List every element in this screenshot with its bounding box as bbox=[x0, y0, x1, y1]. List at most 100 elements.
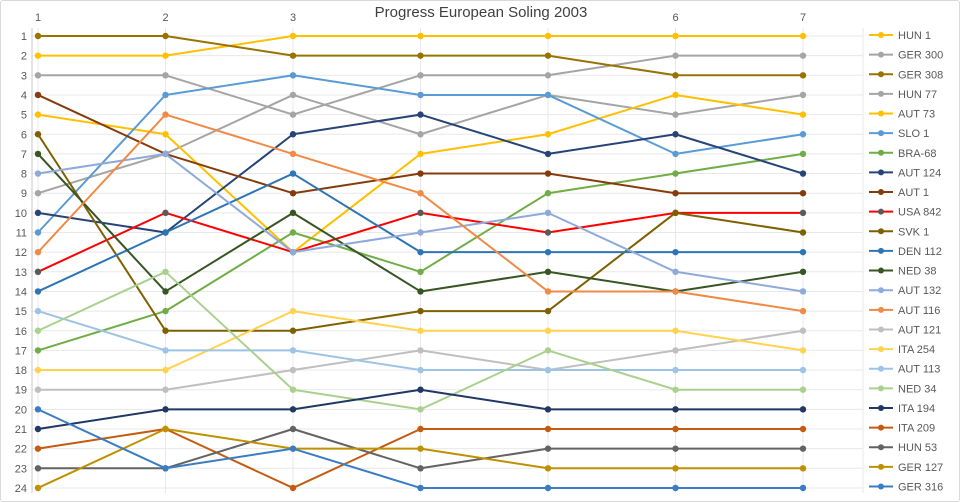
series-marker-hun-53 bbox=[544, 445, 552, 452]
legend-item-bra-68: BRA-68 bbox=[869, 148, 937, 160]
series-marker-hun-77 bbox=[34, 190, 42, 197]
legend-label: SLO 1 bbox=[898, 128, 929, 140]
legend-swatch-marker bbox=[878, 306, 884, 313]
series-marker-bra-68 bbox=[289, 229, 297, 236]
series-marker-aut-1 bbox=[799, 190, 807, 197]
series-marker-bra-68 bbox=[544, 190, 552, 197]
series-marker-aut-124 bbox=[417, 111, 424, 118]
series-marker-ned-34 bbox=[672, 386, 679, 393]
series-marker-ita-209 bbox=[799, 425, 807, 433]
series-marker-hun-77 bbox=[289, 91, 297, 99]
series-marker-hun-53 bbox=[417, 465, 424, 472]
series-marker-den-112 bbox=[34, 288, 42, 295]
series-marker-ita-194 bbox=[289, 406, 297, 413]
y-tick-label: 23 bbox=[15, 463, 27, 475]
series-marker-ned-34 bbox=[34, 327, 42, 334]
legend-swatch-marker bbox=[878, 71, 884, 78]
series-marker-ita-194 bbox=[34, 425, 42, 433]
legend-swatch-marker bbox=[878, 424, 884, 431]
series-marker-den-112 bbox=[162, 229, 169, 236]
legend-swatch-marker bbox=[878, 247, 884, 254]
series-marker-ita-254 bbox=[672, 327, 679, 334]
legend-label: ITA 254 bbox=[898, 344, 935, 356]
series-marker-aut-132 bbox=[672, 268, 679, 275]
series-marker-aut-124 bbox=[289, 131, 297, 138]
legend-swatch-marker bbox=[878, 365, 884, 372]
series-marker-aut-121 bbox=[289, 366, 297, 374]
series-marker-hun-1 bbox=[289, 32, 297, 40]
series-marker-svk-1 bbox=[672, 209, 679, 217]
legend-swatch-marker bbox=[878, 208, 884, 215]
series-marker-hun-1 bbox=[544, 32, 552, 40]
y-tick-label: 7 bbox=[21, 149, 27, 161]
series-marker-ita-194 bbox=[544, 406, 552, 413]
series-marker-hun-1 bbox=[417, 32, 424, 40]
series-marker-aut-121 bbox=[34, 386, 42, 393]
series-marker-usa-842 bbox=[162, 209, 169, 217]
series-marker-aut-116 bbox=[162, 111, 169, 118]
series-marker-den-112 bbox=[417, 248, 424, 256]
series-marker-ger-316 bbox=[34, 406, 42, 413]
y-tick-label: 5 bbox=[21, 110, 27, 122]
series-marker-aut-1 bbox=[672, 190, 679, 197]
legend-label: AUT 116 bbox=[898, 305, 940, 317]
series-marker-aut-124 bbox=[799, 170, 807, 177]
y-tick-label: 2 bbox=[21, 51, 27, 63]
legend-swatch-marker bbox=[878, 267, 884, 274]
legend-item-usa-842: USA 842 bbox=[869, 207, 941, 219]
legend-item-ita-194: ITA 194 bbox=[869, 403, 935, 415]
legend-swatch-marker bbox=[878, 130, 884, 137]
series-marker-ita-209 bbox=[34, 445, 42, 452]
series-marker-usa-842 bbox=[34, 268, 42, 275]
legend-item-ger-300: GER 300 bbox=[869, 50, 943, 62]
series-marker-aut-116 bbox=[34, 248, 42, 256]
legend-item-aut-73: AUT 73 bbox=[869, 109, 935, 121]
series-marker-hun-1 bbox=[34, 52, 42, 59]
series-marker-aut-124 bbox=[544, 150, 552, 158]
series-marker-ita-209 bbox=[417, 425, 424, 433]
series-marker-ger-308 bbox=[162, 32, 169, 40]
series-marker-ned-38 bbox=[544, 268, 552, 275]
x-tick-label: 3 bbox=[290, 12, 296, 24]
series-marker-aut-132 bbox=[544, 209, 552, 217]
legend-item-aut-124: AUT 124 bbox=[869, 167, 941, 179]
series-marker-ita-254 bbox=[544, 327, 552, 334]
legend-item-aut-132: AUT 132 bbox=[869, 285, 941, 297]
series-marker-den-112 bbox=[799, 248, 807, 256]
series-marker-ger-316 bbox=[289, 445, 297, 452]
series-marker-ita-209 bbox=[672, 425, 679, 433]
y-tick-label: 9 bbox=[21, 188, 27, 200]
x-tick-label: 6 bbox=[672, 12, 678, 24]
series-marker-ita-194 bbox=[672, 406, 679, 413]
y-tick-label: 6 bbox=[21, 129, 27, 141]
series-marker-ger-316 bbox=[162, 465, 169, 472]
series-marker-ita-254 bbox=[34, 366, 42, 374]
legend-item-hun-1: HUN 1 bbox=[869, 30, 931, 42]
legend-item-aut-1: AUT 1 bbox=[869, 187, 929, 199]
legend-item-ita-209: ITA 209 bbox=[869, 423, 935, 435]
series-marker-den-112 bbox=[672, 248, 679, 256]
series-marker-aut-124 bbox=[672, 131, 679, 138]
series-marker-aut-113 bbox=[162, 347, 169, 354]
series-marker-aut-113 bbox=[417, 366, 424, 374]
legend-swatch-marker bbox=[878, 32, 884, 38]
series-marker-hun-53 bbox=[289, 425, 297, 433]
series-marker-ita-254 bbox=[417, 327, 424, 334]
series-marker-ger-300 bbox=[799, 52, 807, 59]
legend-label: GER 308 bbox=[898, 69, 943, 81]
legend-item-ger-127: GER 127 bbox=[869, 462, 943, 474]
legend-item-ned-38: NED 38 bbox=[869, 266, 937, 278]
y-tick-label: 17 bbox=[15, 345, 27, 357]
y-tick-label: 11 bbox=[16, 228, 27, 240]
series-marker-hun-1 bbox=[162, 52, 169, 59]
y-tick-label: 18 bbox=[15, 365, 27, 377]
series-marker-ger-316 bbox=[544, 484, 552, 492]
series-marker-ger-127 bbox=[544, 465, 552, 472]
series-marker-ita-194 bbox=[417, 386, 424, 393]
legend-item-slo-1: SLO 1 bbox=[869, 128, 929, 140]
series-marker-aut-121 bbox=[417, 347, 424, 354]
y-tick-label: 14 bbox=[15, 286, 27, 298]
legend-label: AUT 124 bbox=[898, 167, 941, 179]
